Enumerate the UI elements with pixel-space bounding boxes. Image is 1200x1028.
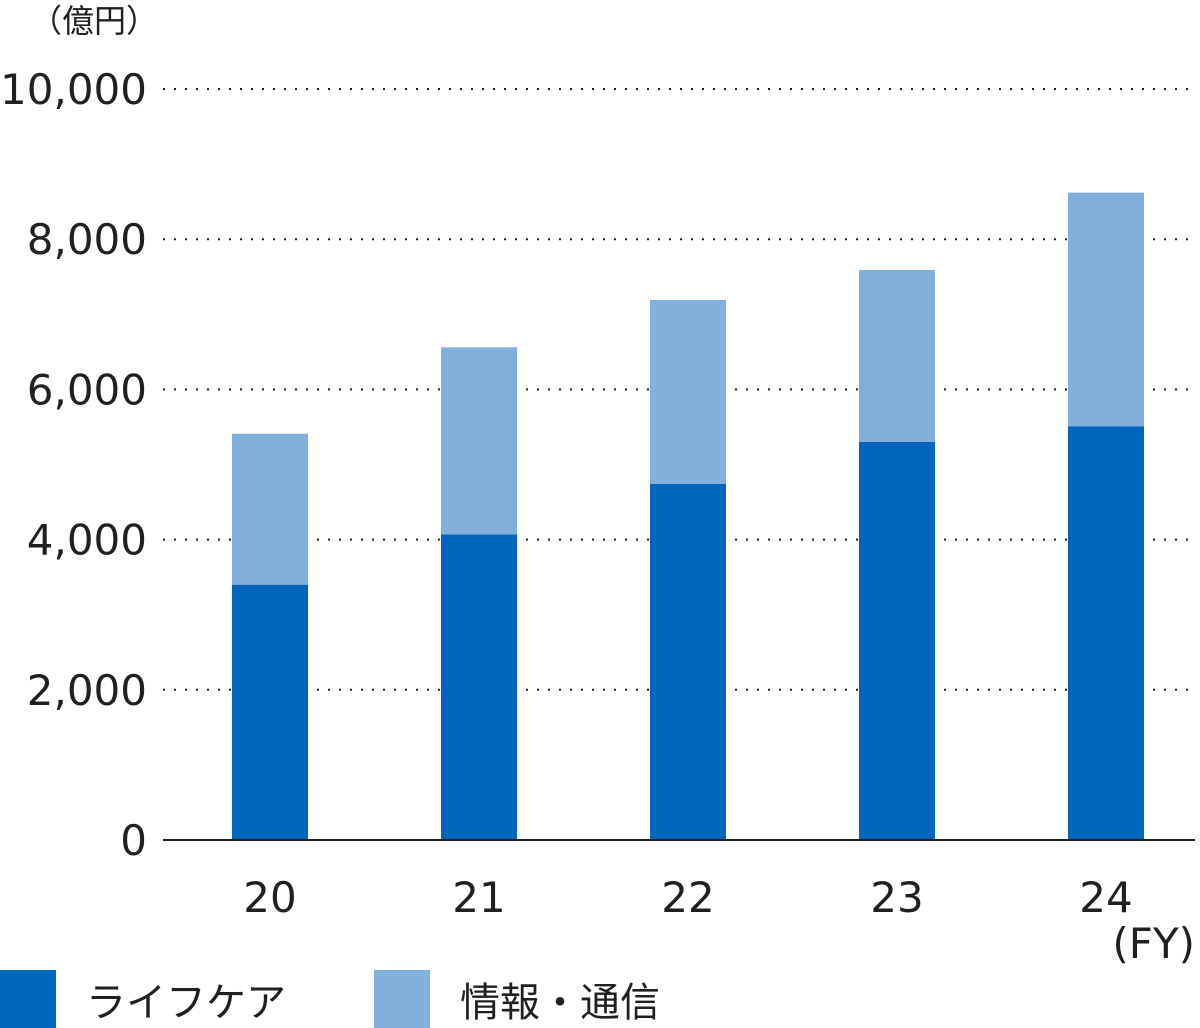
y-tick-label: 0 [120, 816, 147, 865]
x-axis-ticks: 20 21 22 23 24 [243, 873, 1132, 922]
bar-segment-life-care-24 [1068, 426, 1144, 840]
bar-segment-life-care-21 [441, 534, 517, 840]
y-axis-unit-label: （億円） [30, 2, 158, 40]
bar-segment-info-comm-22 [650, 300, 726, 485]
bar-segment-life-care-23 [859, 441, 935, 840]
x-tick-label: 24 [1079, 873, 1132, 922]
gridlines [163, 88, 1195, 691]
bar-segment-info-comm-23 [859, 269, 935, 442]
legend-swatch-info-comm [374, 970, 430, 1028]
legend: ライフケア 情報・通信 [0, 970, 660, 1028]
x-tick-label: 21 [452, 873, 505, 922]
bar-segment-life-care-20 [232, 584, 308, 840]
y-tick-label: 2,000 [27, 666, 147, 715]
x-axis-unit-label: (FY) [1112, 919, 1195, 968]
x-tick-label: 23 [870, 873, 923, 922]
y-tick-label: 8,000 [27, 215, 147, 264]
legend-swatch-life-care [0, 970, 56, 1028]
bars [232, 192, 1144, 840]
bar-segment-info-comm-21 [441, 347, 517, 535]
bar-segment-info-comm-20 [232, 433, 308, 585]
legend-label-life-care: ライフケア [86, 980, 286, 1026]
y-axis-ticks: 0 2,000 4,000 6,000 8,000 10,000 [0, 65, 147, 865]
y-tick-label: 4,000 [27, 516, 147, 565]
bar-segment-info-comm-24 [1068, 192, 1144, 427]
y-tick-label: 10,000 [0, 65, 147, 114]
y-tick-label: 6,000 [27, 365, 147, 414]
bar-segment-life-care-22 [650, 484, 726, 840]
legend-label-info-comm: 情報・通信 [460, 980, 660, 1026]
x-tick-label: 22 [661, 873, 714, 922]
x-tick-label: 20 [243, 873, 296, 922]
